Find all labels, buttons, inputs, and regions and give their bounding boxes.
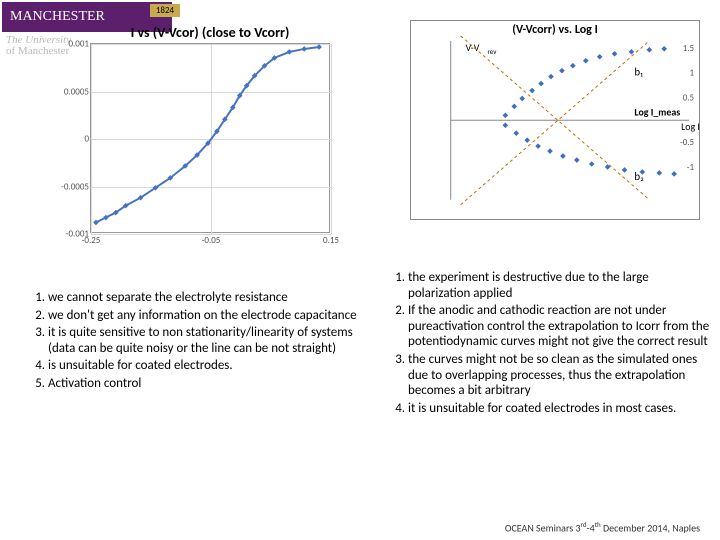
ytick-label: -0.0005 (51, 181, 89, 192)
right-chart-svg: 1.5 1 0.5 -0.5 -1 Log I V-V rev b₁ b₂ Log I_meas (411, 21, 699, 220)
list-item: we cannot separate the electrolyte resis… (48, 290, 360, 306)
svg-text:Log I_meas: Log I_meas (634, 106, 680, 118)
list-item: it is quite sensitive to non stationarit… (48, 325, 360, 356)
footer-text: OCEAN Seminars 3rd-4th December 2014, Na… (505, 520, 700, 534)
svg-text:1: 1 (689, 68, 694, 79)
logo-text: MANCHESTER (10, 9, 105, 25)
left-chart-title: I vs (V-Vcor) (close to Vcorr) (60, 24, 360, 41)
list-item: is unsuitable for coated electrodes. (48, 358, 360, 374)
svg-text:b₁: b₁ (634, 66, 643, 79)
svg-text:b₂: b₂ (634, 170, 644, 183)
list-item: Activation control (48, 376, 360, 392)
list-item: If the anodic and cathodic reaction are … (408, 303, 710, 350)
svg-text:Log I: Log I (681, 121, 699, 133)
left-chart-container: I vs (V-Vcor) (close to Vcorr) 0.0010.00… (60, 24, 360, 233)
svg-text:-1: -1 (687, 162, 695, 173)
svg-text:-0.5: -0.5 (680, 137, 694, 148)
ytick-label: 0 (51, 134, 89, 145)
list-item: the curves might not be so clean as the … (408, 352, 710, 399)
right-chart-container: (V-Vcorr) vs. Log I 1.510.5-0.5-1Log IV-… (410, 20, 700, 220)
xtick-label: -0.25 (82, 235, 101, 246)
left-chart-plot: 0.0010.00050-0.0005-0.001-0.25-0.050.15 (90, 43, 330, 233)
right-list: the experiment is destructive due to the… (380, 270, 710, 418)
svg-text:1.5: 1.5 (683, 43, 694, 54)
xtick-label: -0.05 (202, 235, 221, 246)
list-item: it is unsuitable for coated electrodes i… (408, 401, 710, 417)
ytick-label: 0.001 (51, 39, 89, 50)
svg-text:rev: rev (487, 47, 497, 56)
xtick-label: 0.15 (323, 235, 339, 246)
svg-text:V-V: V-V (466, 42, 480, 54)
svg-text:0.5: 0.5 (683, 92, 694, 103)
list-item: the experiment is destructive due to the… (408, 270, 710, 301)
logo-year: 1824 (150, 4, 180, 17)
list-item: we don't get any information on the elec… (48, 308, 360, 324)
left-list: we cannot separate the electrolyte resis… (20, 290, 360, 394)
ytick-label: 0.0005 (51, 86, 89, 97)
